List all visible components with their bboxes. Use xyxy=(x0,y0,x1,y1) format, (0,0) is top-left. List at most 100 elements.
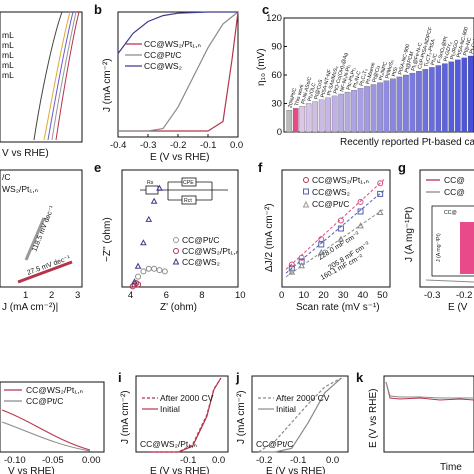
panel-b-xtick-label: -0.3 xyxy=(140,140,156,151)
panel-a-curve-4 xyxy=(51,11,77,141)
panel-i: i J (mA cm⁻²) After 2000 CV Initial CC@W… xyxy=(118,370,229,474)
panel-e-ylabel: −Z'' (ohm) xyxy=(102,217,113,262)
panel-c-bar xyxy=(409,72,416,133)
panel-e-point-ptc xyxy=(161,268,168,275)
panel-f-point-wspt xyxy=(357,198,364,205)
panel-e-point-ws2 xyxy=(145,215,153,222)
panel-f-point-ptc xyxy=(288,268,296,275)
panel-c-bar-label: PtSi xyxy=(391,67,399,78)
panel-j-letter: j xyxy=(235,370,240,385)
panel-c-ytick-label: 90 xyxy=(271,42,282,53)
panel-c-bar-label: Pt₁/N-C xyxy=(352,70,362,89)
panel-d-slope-ptc: 118.5 mV dec⁻¹ xyxy=(31,204,56,252)
panel-e-point-ptc xyxy=(156,267,163,274)
panel-f-legend: CC@WS₂/Pt₁,ₙ CC@WS₂ CC@Pt/C xyxy=(302,175,370,209)
panel-k-ylabel: E (V vs RHE) xyxy=(368,389,379,448)
panel-c-bar-label: Pt₁C₃T₃ xyxy=(359,68,369,87)
panel-e-legend-2: CC@WS₂/Pt₁,ₙ xyxy=(182,246,240,256)
panel-c-bar xyxy=(364,86,370,133)
panel-j-series-2 xyxy=(258,377,342,453)
panel-f-point-wspt xyxy=(288,261,295,268)
panel-e-point-ws2 xyxy=(140,239,147,246)
panel-i-xtick-2: 0.0 xyxy=(212,455,225,466)
panel-d-legend-2: WS₂/Pt₁,ₙ xyxy=(2,184,39,194)
panel-g-xlabel: E (V xyxy=(448,302,468,313)
panel-c-bar xyxy=(429,67,435,133)
panel-c-bar xyxy=(435,65,442,133)
panel-e-point-wspt xyxy=(135,281,142,288)
panel-j-frame xyxy=(251,375,349,453)
panel-f-point-ws2 xyxy=(288,265,295,272)
panel-b-series-3 xyxy=(117,11,238,54)
panel-e-legend-3: CC@WS₂ xyxy=(182,257,220,267)
panel-j-series-1 xyxy=(258,377,342,453)
panel-f-point-ptc xyxy=(337,235,345,242)
panel-k-curve-2 xyxy=(385,381,474,399)
panel-d-xtick-label: 1 xyxy=(23,290,28,301)
panel-g-ylabel: J (A mg⁻¹Pt) xyxy=(404,207,415,262)
panel-e-legend-1: CC@Pt/C xyxy=(182,235,219,245)
panel-e-letter: e xyxy=(94,160,101,175)
panel-e-xtick-label: 10 xyxy=(235,290,246,301)
panel-f-letter: f xyxy=(258,160,263,175)
panel-c-bar xyxy=(422,69,429,133)
panel-f-point-ws2 xyxy=(357,208,364,215)
panel-b: b J (mA cm⁻²) -0.4 -0.3 -0.2 -0.1 0.0 E (V v… xyxy=(94,2,243,163)
panel-e-xticks: 4 6 8 10 xyxy=(128,290,246,301)
panel-d-tafel-wspt xyxy=(17,260,73,284)
panel-c-bar xyxy=(312,101,318,133)
panel-c-bar-label: Pt@PCM xyxy=(404,51,415,74)
panel-c-bar xyxy=(416,71,422,133)
panel-c-bar xyxy=(448,61,455,133)
panel-c-bar xyxy=(299,106,306,133)
panel-e-legend-marker-1 xyxy=(173,237,179,243)
panel-e-xlabel: Z' (ohm) xyxy=(160,302,197,313)
panel-c-bar-label: Pt₁/C xyxy=(430,53,439,66)
panel-f-legend-1: CC@WS₂/Pt₁,ₙ xyxy=(312,175,370,185)
panel-f-legend-marker-1 xyxy=(303,177,309,183)
panel-a-frame xyxy=(0,11,83,143)
panel-g-inset-label: CC@ xyxy=(444,210,457,216)
panel-c-bar-label: Pt₁/RGO xyxy=(449,39,460,60)
panel-c-bar xyxy=(325,97,331,133)
panel-i-frame xyxy=(135,375,229,453)
panel-b-xtick-label: -0.1 xyxy=(200,140,216,151)
panel-e-points xyxy=(129,184,168,290)
panel-f-point-ws2 xyxy=(337,225,344,232)
panel-i-sample: CC@WS₂/Pt₁,ₙ xyxy=(140,439,198,449)
panel-e-frame xyxy=(121,169,239,288)
panel-f-xtick-label: 50 xyxy=(377,290,388,301)
panel-g-inset-ylabel: J (A mg⁻¹Pt) xyxy=(436,233,442,262)
panel-f-legend-3: CC@Pt/C xyxy=(312,199,349,209)
panel-f-legend-marker-2 xyxy=(303,188,309,195)
panel-i-series-2 xyxy=(150,377,222,453)
panel-c-bar xyxy=(292,108,299,133)
panel-c-bar-label: Pt/MoS₂ xyxy=(385,59,396,79)
panel-c-bar xyxy=(357,88,364,133)
panel-e: e −Z'' (ohm) 4 6 8 10 Z' (ohm) Rs CPE Rct C… xyxy=(94,160,246,313)
panel-e-circuit: Rs CPE Rct xyxy=(140,177,228,205)
panel-j-sample: CC@Pt/C xyxy=(256,439,293,449)
panel-f-ylabel: ΔJ/2 (mA cm⁻²) xyxy=(264,203,275,272)
panel-b-legend: CC@WS₂/Pt₁,ₙ CC@Pt/C CC@WS₂ xyxy=(125,39,202,71)
panel-g-legend-1: CC@ xyxy=(444,175,465,185)
panel-c-bar xyxy=(377,82,383,133)
panel-c-bar xyxy=(442,63,448,133)
panel-b-series-1 xyxy=(118,11,239,132)
panel-c-ytick-label: 30 xyxy=(271,99,282,110)
panel-h: CC@WS₂/Pt₁,ₙ CC@Pt/C -0.10 -0.05 0.00 V … xyxy=(0,381,105,474)
panel-i-ylabel: J (mA cm⁻²) xyxy=(120,390,131,444)
panel-f-xtick-label: 40 xyxy=(358,290,369,301)
panel-c-ylabel: η₁₀ (mV) xyxy=(256,48,267,86)
panel-b-xtick-label: 0.0 xyxy=(230,140,243,151)
panel-h-curve-1 xyxy=(1,409,91,451)
panel-j-ylabel: J (mA cm⁻²) xyxy=(236,390,247,444)
panel-f-point-ws2 xyxy=(377,190,384,197)
panel-c-bar xyxy=(403,74,409,133)
panel-c-bar-label: Pt@CoS xyxy=(313,78,324,100)
panel-c-bar xyxy=(318,99,325,133)
panel-k-letter: k xyxy=(356,370,364,385)
panel-c-bar xyxy=(390,78,396,133)
